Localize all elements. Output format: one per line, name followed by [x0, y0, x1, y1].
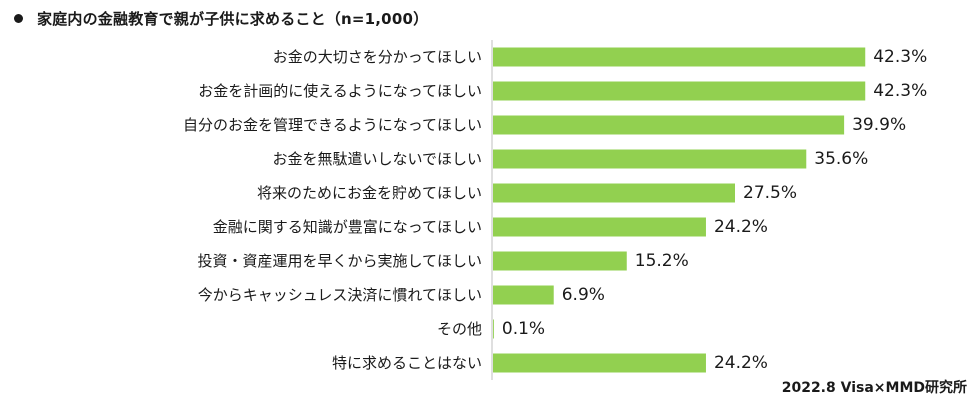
bar: [493, 47, 866, 67]
category-label: その他: [437, 320, 482, 338]
category-label: 特に求めることはない: [332, 354, 482, 372]
chart-title: 家庭内の金融教育で親が子供に求めること（n=1,000）: [37, 9, 429, 28]
bar: [493, 115, 845, 135]
bullet-icon: [14, 13, 23, 23]
data-label: 15.2%: [635, 251, 689, 271]
data-label: 6.9%: [562, 285, 605, 305]
category-label: 今からキャッシュレス決済に慣れてほしい: [198, 286, 482, 304]
data-label: 42.3%: [873, 47, 927, 67]
data-label: 35.6%: [814, 149, 868, 169]
category-label: お金の大切さを分かってほしい: [273, 48, 482, 66]
category-label: 投資・資産運用を早くから実施してほしい: [197, 252, 482, 270]
bar: [493, 285, 554, 305]
data-label: 39.9%: [852, 115, 906, 135]
data-label: 24.2%: [714, 217, 768, 237]
category-label: 自分のお金を管理できるようになってほしい: [183, 116, 482, 134]
data-label: 42.3%: [873, 81, 927, 101]
chart-title-row: 家庭内の金融教育で親が子供に求めること（n=1,000）: [14, 6, 428, 30]
data-label: 0.1%: [502, 319, 545, 339]
bar: [493, 81, 866, 101]
bar: [493, 353, 706, 373]
data-label: 24.2%: [714, 353, 768, 373]
category-label: 将来のためにお金を貯めてほしい: [257, 184, 482, 202]
category-label: お金を計画的に使えるようになってほしい: [198, 82, 482, 100]
bar: [493, 149, 807, 169]
bar: [493, 183, 735, 203]
source-credit: 2022.8 Visa×MMD研究所: [781, 380, 967, 396]
category-label: お金を無駄遣いしないでほしい: [272, 150, 482, 168]
data-label: 27.5%: [743, 183, 797, 203]
bar: [493, 319, 494, 339]
category-label: 金融に関する知識が豊富になってほしい: [213, 218, 482, 236]
bar: [493, 217, 706, 237]
bar: [493, 251, 627, 271]
